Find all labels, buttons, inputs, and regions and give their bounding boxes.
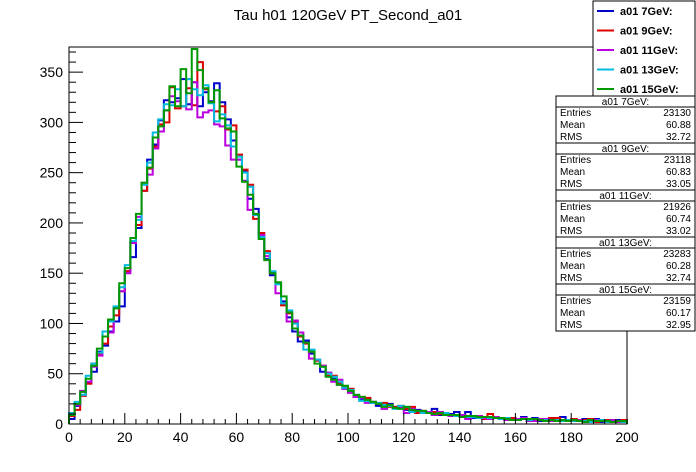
stats-entries-value: 23159 xyxy=(663,296,691,307)
x-tick-label: 100 xyxy=(336,429,360,445)
axes-layer: 0 20 40 60 80 100 120 140 160 180 200 0 50 100 150 200 2… xyxy=(40,51,639,445)
stats-box xyxy=(555,283,696,332)
y-tick-label: 50 xyxy=(47,366,63,382)
stats-mean-label: Mean xyxy=(560,308,585,319)
stats-entries-value: 23283 xyxy=(663,249,691,260)
x-tick-label: 0 xyxy=(65,429,73,445)
y-tick-label: 200 xyxy=(40,215,64,231)
stats-title: a01 13GeV: xyxy=(599,238,652,249)
stats-entries-value: 23130 xyxy=(663,108,691,119)
x-tick-label: 40 xyxy=(173,429,189,445)
y-tick-label: 300 xyxy=(40,114,64,130)
stats-entries-label: Entries xyxy=(560,249,591,260)
y-tick-label: 250 xyxy=(40,165,64,181)
y-tick-label: 100 xyxy=(40,315,64,331)
stats-boxes: a01 7GeV: Entries 23130 Mean 60.88 RMS 32.72 a0… xyxy=(555,95,696,332)
legend-label: a01 15GeV: xyxy=(620,84,679,96)
stats-entries-label: Entries xyxy=(560,155,591,166)
stats-mean-value: 60.83 xyxy=(666,167,691,178)
stats-rms-label: RMS xyxy=(560,179,583,190)
x-tick-label: 140 xyxy=(448,429,472,445)
stats-rms-label: RMS xyxy=(560,132,583,143)
stats-rms-label: RMS xyxy=(560,273,583,284)
y-tick-label: 150 xyxy=(40,265,64,281)
legend-label: a01 7GeV: xyxy=(620,6,673,18)
stats-title: a01 15GeV: xyxy=(599,285,652,296)
stats-rms-label: RMS xyxy=(560,226,583,237)
stats-mean-label: Mean xyxy=(560,214,585,225)
stats-rms-value: 32.72 xyxy=(666,132,691,143)
x-tick-label: 20 xyxy=(117,429,133,445)
y-tick-label: 0 xyxy=(55,416,63,432)
stats-rms-value: 33.05 xyxy=(666,179,691,190)
stats-title: a01 9GeV: xyxy=(602,144,649,155)
legend-label: a01 11GeV: xyxy=(620,45,678,57)
stats-entries-label: Entries xyxy=(560,202,591,213)
stats-mean-label: Mean xyxy=(560,167,585,178)
x-tick-label: 80 xyxy=(284,429,300,445)
stats-entries-label: Entries xyxy=(560,108,591,119)
stats-mean-value: 60.17 xyxy=(666,308,691,319)
stats-rms-value: 32.95 xyxy=(666,320,691,331)
stats-rms-value: 33.02 xyxy=(666,226,691,237)
stats-mean-label: Mean xyxy=(560,261,585,272)
stats-box xyxy=(555,189,696,238)
x-tick-label: 160 xyxy=(504,429,528,445)
stats-mean-value: 60.88 xyxy=(666,120,691,131)
y-tick-label: 350 xyxy=(40,64,64,80)
legend-label: a01 9GeV: xyxy=(620,26,673,38)
stats-rms-label: RMS xyxy=(560,320,583,331)
stats-box xyxy=(555,236,696,285)
series-layer xyxy=(68,48,628,424)
stats-entries-value: 23118 xyxy=(664,155,692,166)
stats-mean-value: 60.74 xyxy=(666,214,691,225)
stats-entries-value: 21926 xyxy=(663,202,691,213)
x-tick-label: 180 xyxy=(560,429,584,445)
stats-mean-value: 60.28 xyxy=(666,261,691,272)
legend-label: a01 13GeV: xyxy=(620,65,679,77)
stats-entries-label: Entries xyxy=(560,296,591,307)
stats-rms-value: 32.74 xyxy=(666,273,691,284)
x-tick-label: 200 xyxy=(615,429,639,445)
x-tick-label: 120 xyxy=(392,429,416,445)
chart-title: Tau h01 120GeV PT_Second_a01 xyxy=(234,7,463,24)
stats-title: a01 11GeV: xyxy=(599,191,651,202)
stats-mean-label: Mean xyxy=(560,120,585,131)
stats-title: a01 7GeV: xyxy=(602,97,649,108)
x-tick-label: 60 xyxy=(229,429,245,445)
legend: a01 7GeV: a01 9GeV: a01 11GeV: a01 13GeV: a0… xyxy=(592,0,696,101)
series-line-5 xyxy=(68,48,628,424)
